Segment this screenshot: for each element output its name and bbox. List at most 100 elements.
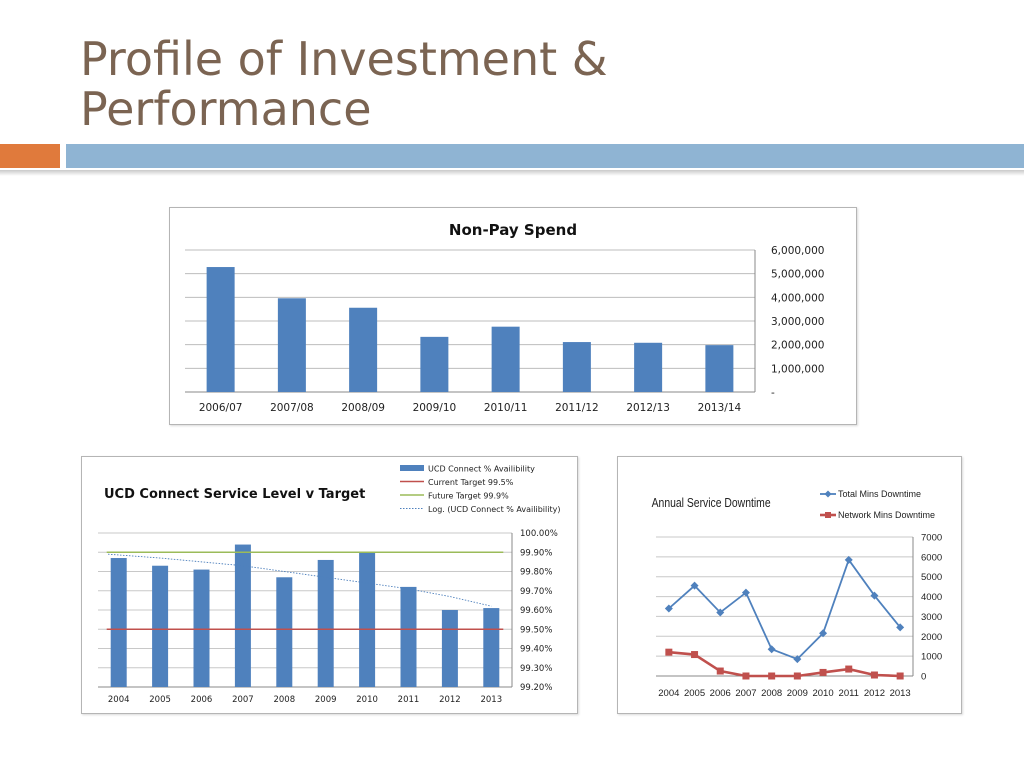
network-mins-point xyxy=(742,672,750,680)
y-tick-label: 99.40% xyxy=(520,645,552,655)
legend-label: Total Mins Downtime xyxy=(838,489,921,499)
y-tick-label: - xyxy=(771,387,775,399)
x-tick-label: 2009/10 xyxy=(413,402,457,414)
x-tick-label: 2006 xyxy=(191,695,213,705)
total-mins-point xyxy=(819,629,828,638)
y-tick-label: 99.90% xyxy=(520,548,552,558)
x-tick-label: 2005 xyxy=(684,688,705,699)
bar-2012 xyxy=(441,610,458,687)
total-mins-point xyxy=(716,608,725,617)
bar-2004 xyxy=(110,558,127,687)
bar-2007 xyxy=(234,544,251,687)
x-tick-label: 2007/08 xyxy=(270,402,314,414)
y-tick-label: 0 xyxy=(921,672,926,683)
y-tick-label: 99.70% xyxy=(520,587,552,597)
y-tick-label: 6000 xyxy=(921,552,942,563)
network-mins-point xyxy=(768,672,776,680)
legend-swatch-marker xyxy=(825,512,831,518)
x-tick-label: 2009 xyxy=(787,688,808,699)
slide-title: Profile of Investment & Performance xyxy=(80,34,720,134)
accent-bar-blue xyxy=(66,144,1024,168)
y-tick-label: 99.60% xyxy=(520,606,552,616)
y-tick-label: 5000 xyxy=(921,572,942,583)
bar-2008-09 xyxy=(349,307,378,392)
total-mins-point xyxy=(767,645,776,654)
x-tick-label: 2011/12 xyxy=(555,402,599,414)
x-tick-label: 2006/07 xyxy=(199,402,243,414)
x-tick-label: 2012 xyxy=(439,695,461,705)
chart-title: UCD Connect Service Level v Target xyxy=(104,487,365,502)
accent-bar-shadow xyxy=(0,170,1024,176)
y-tick-label: 2,000,000 xyxy=(771,340,824,352)
x-tick-label: 2013 xyxy=(890,688,911,699)
chart-legend: Total Mins Downtime Network Mins Downtime xyxy=(820,489,935,520)
bar-2013-14 xyxy=(705,345,734,392)
network-mins-point xyxy=(793,672,801,680)
y-tick-label: 1,000,000 xyxy=(771,363,824,375)
y-tick-label: 6,000,000 xyxy=(771,245,824,257)
x-tick-label: 2010 xyxy=(356,695,378,705)
y-tick-label: 100.00% xyxy=(520,529,558,539)
x-tick-label: 2005 xyxy=(149,695,171,705)
x-tick-label: 2009 xyxy=(315,695,337,705)
bar-2012-13 xyxy=(634,342,663,392)
y-tick-label: 99.30% xyxy=(520,664,552,674)
y-tick-label: 5,000,000 xyxy=(771,269,824,281)
network-mins-point xyxy=(819,668,827,676)
total-mins-point xyxy=(741,588,750,597)
legend-label: UCD Connect % Availibility xyxy=(428,465,535,474)
total-mins-point xyxy=(690,581,699,590)
x-tick-label: 2010/11 xyxy=(484,402,528,414)
legend-swatch-bar xyxy=(400,465,424,471)
y-tick-label: 4,000,000 xyxy=(771,292,824,304)
y-tick-label: 3,000,000 xyxy=(771,316,824,328)
x-tick-label: 2006 xyxy=(710,688,731,699)
x-tick-label: 2008 xyxy=(273,695,295,705)
x-tick-label: 2012/13 xyxy=(626,402,670,414)
network-mins-point xyxy=(691,651,699,659)
network-mins-point xyxy=(896,672,904,680)
bar-2011-12 xyxy=(562,342,591,392)
x-tick-label: 2008/09 xyxy=(341,402,385,414)
x-tick-label: 2011 xyxy=(398,695,420,705)
y-tick-label: 99.80% xyxy=(520,568,552,578)
bar-2010-11 xyxy=(491,326,520,392)
x-tick-label: 2004 xyxy=(108,695,130,705)
bar-2007-08 xyxy=(277,298,306,392)
bar-2010 xyxy=(359,552,376,687)
bar-2006-07 xyxy=(206,267,235,392)
total-mins-point xyxy=(870,591,879,600)
network-mins-point xyxy=(870,671,878,679)
service-level-chart-panel: UCD Connect Service Level v Target UCD C… xyxy=(81,456,578,714)
bar-2005 xyxy=(152,565,169,687)
bar-2013 xyxy=(483,608,500,687)
y-tick-label: 99.50% xyxy=(520,625,552,635)
network-mins-point xyxy=(665,648,673,656)
slide-title-line1: Profile of Investment & xyxy=(80,32,608,86)
y-tick-label: 7000 xyxy=(921,533,942,544)
legend-label: Current Target 99.5% xyxy=(428,478,514,487)
y-tick-label: 1000 xyxy=(921,652,942,663)
log-trendline xyxy=(107,553,492,607)
x-tick-label: 2011 xyxy=(839,688,859,699)
legend-label: Log. (UCD Connect % Availibility) xyxy=(428,505,560,514)
bar-2008 xyxy=(276,577,293,687)
bar-2009 xyxy=(317,559,334,687)
network-mins-line xyxy=(668,650,901,678)
chart-title: Non-Pay Spend xyxy=(449,221,577,239)
non-pay-spend-chart: Non-Pay Spend 6,000,000 5,000,000 4,000,00… xyxy=(185,221,824,414)
x-tick-label: 2007 xyxy=(735,688,756,699)
total-mins-point xyxy=(664,604,673,613)
total-mins-point xyxy=(896,623,905,632)
chart-title: Annual Service Downtime xyxy=(652,496,771,510)
legend-label: Future Target 99.9% xyxy=(428,492,509,501)
accent-bar-orange xyxy=(0,144,60,168)
x-tick-label: 2013 xyxy=(480,695,502,705)
network-mins-point xyxy=(716,667,724,675)
total-mins-line xyxy=(668,557,901,661)
x-tick-label: 2004 xyxy=(658,688,679,699)
x-tick-label: 2013/14 xyxy=(698,402,742,414)
network-mins-point xyxy=(845,665,853,673)
slide-title-line2: Performance xyxy=(80,82,372,136)
total-mins-point xyxy=(844,555,853,564)
